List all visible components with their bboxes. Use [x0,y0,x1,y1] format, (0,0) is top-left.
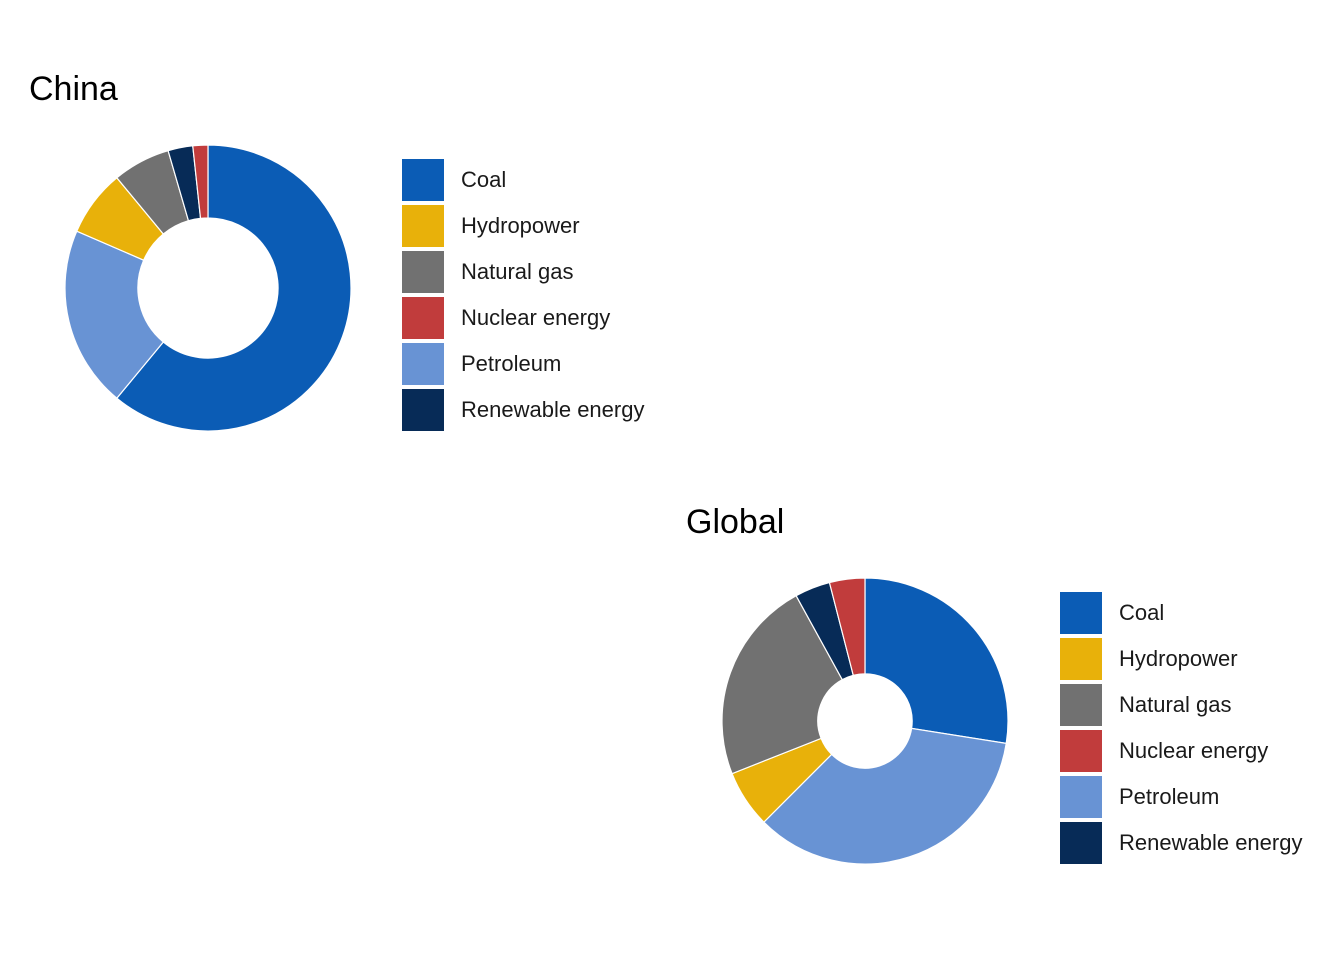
global-legend-swatch-petroleum [1060,776,1102,818]
global-legend-label-natural-gas: Natural gas [1119,692,1232,717]
global-slice-coal [864,577,1009,745]
china-chart-panel: China Coal Hydropower Natural gas Nuclear e… [0,0,700,470]
global-legend-label-renewable-energy: Renewable energy [1119,830,1303,855]
global-legend-label-hydropower: Hydropower [1119,646,1238,671]
global-legend-item-renewable-energy: Renewable energy [1060,820,1302,866]
china-slice-nuclear-energy [192,144,209,219]
global-legend-swatch-nuclear-energy [1060,730,1102,772]
china-legend-item-petroleum: Petroleum [402,341,644,387]
china-legend-label-coal: Coal [461,167,507,192]
global-legend-item-coal: Coal [1060,590,1302,636]
china-legend-label-nuclear-energy: Nuclear energy [461,305,611,330]
china-slice-coal [116,144,352,432]
global-legend-item-natural-gas: Natural gas [1060,682,1302,728]
china-legend-label-petroleum: Petroleum [461,351,562,376]
global-slice-natural-gas [721,594,844,775]
china-legend-swatch-hydropower [402,205,444,247]
global-legend-swatch-natural-gas [1060,684,1102,726]
china-legend-item-nuclear-energy: Nuclear energy [402,295,644,341]
china-legend-label-natural-gas: Natural gas [461,259,574,284]
china-legend-swatch-coal [402,159,444,201]
global-donut-chart [721,577,1009,865]
china-legend-label-hydropower: Hydropower [461,213,580,238]
china-legend-swatch-petroleum [402,343,444,385]
global-legend: Coal Hydropower Natural gas Nuclear energy P… [1060,590,1302,866]
china-legend-item-coal: Coal [402,157,644,203]
china-legend-item-hydropower: Hydropower [402,203,644,249]
global-legend-swatch-renewable-energy [1060,822,1102,864]
global-legend-swatch-hydropower [1060,638,1102,680]
china-donut-chart [64,144,352,432]
china-legend-swatch-nuclear-energy [402,297,444,339]
global-legend-label-nuclear-energy: Nuclear energy [1119,738,1269,763]
china-legend-item-renewable-energy: Renewable energy [402,387,644,433]
china-legend-label-renewable-energy: Renewable energy [461,397,645,422]
global-legend-label-coal: Coal [1119,600,1165,625]
china-legend-swatch-renewable-energy [402,389,444,431]
global-legend-item-petroleum: Petroleum [1060,774,1302,820]
global-chart-title: Global [686,503,785,541]
global-chart-panel: Global Coal Hydropower Natural gas Nuclear … [660,440,1344,920]
china-slice-petroleum [64,230,165,400]
china-legend: Coal Hydropower Natural gas Nuclear energy P… [402,157,644,433]
global-legend-label-petroleum: Petroleum [1119,784,1220,809]
global-legend-item-nuclear-energy: Nuclear energy [1060,728,1302,774]
global-slice-nuclear-energy [828,577,866,677]
china-chart-title: China [29,70,118,108]
china-legend-swatch-natural-gas [402,251,444,293]
china-legend-item-natural-gas: Natural gas [402,249,644,295]
global-legend-item-hydropower: Hydropower [1060,636,1302,682]
global-legend-swatch-coal [1060,592,1102,634]
